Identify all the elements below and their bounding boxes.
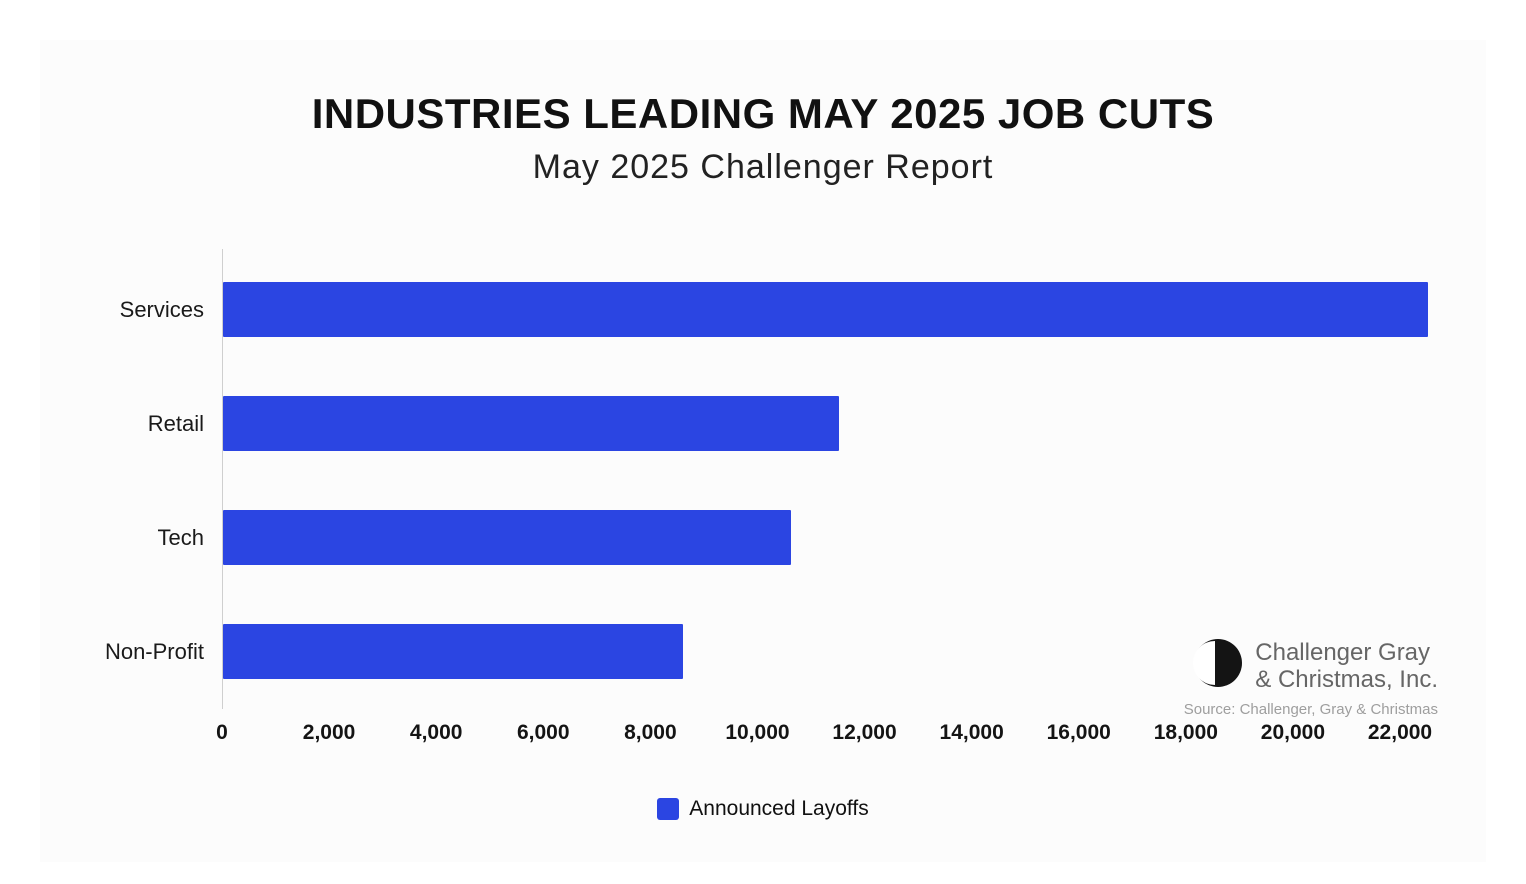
bar-non-profit <box>223 624 684 679</box>
chart-legend: Announced Layoffs <box>40 797 1486 821</box>
bar-services <box>223 282 1428 337</box>
x-tick-label: 8,000 <box>624 721 677 744</box>
category-label: Services <box>119 297 204 322</box>
bar-track <box>222 367 1430 481</box>
challenger-logo-icon <box>1193 638 1243 693</box>
x-tick-label: 10,000 <box>725 721 790 744</box>
category-label: Non-Profit <box>104 639 204 664</box>
y-axis-line <box>222 249 223 709</box>
x-tick-label: 16,000 <box>1046 721 1111 744</box>
x-tick-label: 0 <box>216 721 228 744</box>
bar-row: Services <box>40 253 1430 367</box>
branding-row: Challenger Gray & Christmas, Inc. <box>1184 638 1438 693</box>
bar-row: Tech <box>40 481 1430 595</box>
branding-name-line2: & Christmas, Inc. <box>1255 665 1438 693</box>
branding-name: Challenger Gray & Christmas, Inc. <box>1255 639 1438 693</box>
x-tick-label: 2,000 <box>302 721 356 744</box>
chart-header: INDUSTRIES LEADING MAY 2025 JOB CUTS May… <box>40 40 1486 187</box>
x-tick-label: 6,000 <box>516 721 570 744</box>
category-label: Tech <box>157 525 204 550</box>
bar-rows: Services Retail Tech Non-Profit <box>40 249 1430 709</box>
chart-subtitle: May 2025 Challenger Report <box>532 148 994 186</box>
x-tick-label: 18,000 <box>1153 721 1218 744</box>
branding-name-line1: Challenger Gray <box>1255 638 1431 666</box>
chart-card: INDUSTRIES LEADING MAY 2025 JOB CUTS May… <box>40 40 1486 862</box>
x-tick-label: 14,000 <box>939 721 1004 744</box>
bar-row: Non-Profit <box>40 595 1430 709</box>
x-tick-label: 12,000 <box>832 721 897 744</box>
legend-label: Announced Layoffs <box>689 797 869 820</box>
legend-swatch <box>657 798 680 820</box>
x-axis-ticks: 0 2,000 4,000 6,000 8,000 10,000 12,000 14,000 1… <box>216 713 1433 751</box>
branding-block: Challenger Gray & Christmas, Inc. Source… <box>1183 638 1438 719</box>
bar-track <box>222 481 1430 595</box>
branding-source: Source: Challenger, Gray & Christmas <box>1183 701 1438 718</box>
bar-row: Retail <box>40 367 1430 481</box>
bar-track <box>222 595 1430 709</box>
x-tick-label: 20,000 <box>1260 721 1326 744</box>
x-tick-label: 4,000 <box>409 721 463 744</box>
category-label: Retail <box>147 411 204 436</box>
bar-tech <box>223 510 791 565</box>
bar-retail <box>223 396 839 451</box>
chart-title: INDUSTRIES LEADING MAY 2025 JOB CUTS <box>311 90 1215 137</box>
bar-track <box>222 253 1430 367</box>
x-tick-label: 22,000 <box>1367 721 1433 744</box>
